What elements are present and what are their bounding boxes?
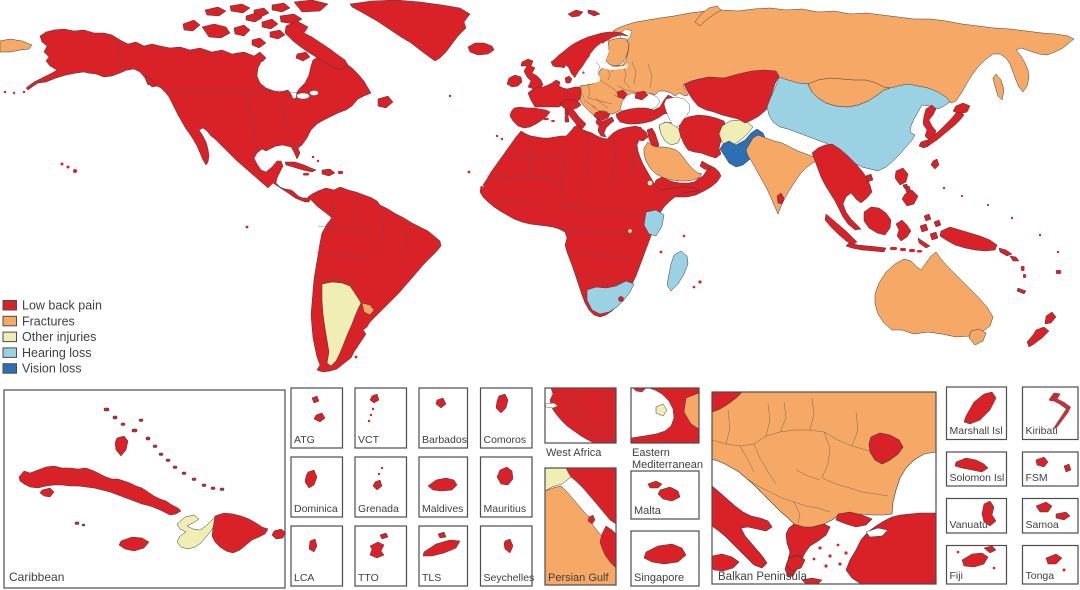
svg-text:Comoros: Comoros xyxy=(484,434,527,446)
svg-text:Caribbean: Caribbean xyxy=(9,570,64,584)
svg-text:Dominica: Dominica xyxy=(294,503,338,515)
svg-text:Fractures: Fractures xyxy=(22,314,75,328)
svg-text:TLS: TLS xyxy=(422,572,441,584)
svg-text:Marshall Isl: Marshall Isl xyxy=(950,425,1003,437)
svg-text:Other injuries: Other injuries xyxy=(22,330,96,344)
svg-text:FSM: FSM xyxy=(1026,472,1048,484)
svg-text:Singapore: Singapore xyxy=(634,572,684,584)
svg-text:Samoa: Samoa xyxy=(1026,519,1059,531)
svg-text:Maldives: Maldives xyxy=(422,503,463,515)
svg-text:ATG: ATG xyxy=(294,434,315,446)
svg-text:LCA: LCA xyxy=(294,572,314,584)
svg-text:Vision loss: Vision loss xyxy=(22,362,82,376)
svg-text:Tonga: Tonga xyxy=(1026,570,1055,582)
svg-text:Barbados: Barbados xyxy=(422,434,467,446)
svg-text:Vanuatu: Vanuatu xyxy=(950,519,988,531)
svg-text:Eastern: Eastern xyxy=(632,447,670,459)
svg-text:Balkan Peninsula: Balkan Peninsula xyxy=(718,571,807,583)
svg-text:Grenada: Grenada xyxy=(358,503,399,515)
svg-text:TTO: TTO xyxy=(358,572,379,584)
svg-text:Malta: Malta xyxy=(634,505,662,517)
svg-text:Persian Gulf: Persian Gulf xyxy=(548,572,609,584)
svg-text:West Africa: West Africa xyxy=(546,447,602,459)
svg-text:Seychelles: Seychelles xyxy=(484,572,535,584)
svg-text:Mauritius: Mauritius xyxy=(484,503,527,515)
svg-text:Kiribati: Kiribati xyxy=(1026,425,1058,437)
svg-text:Hearing loss: Hearing loss xyxy=(22,346,91,360)
svg-text:Fiji: Fiji xyxy=(950,570,963,582)
svg-text:VCT: VCT xyxy=(358,434,380,446)
svg-text:Mediterranean: Mediterranean xyxy=(632,459,703,471)
svg-text:Solomon Isl: Solomon Isl xyxy=(950,472,1005,484)
svg-text:Low back pain: Low back pain xyxy=(22,299,102,313)
